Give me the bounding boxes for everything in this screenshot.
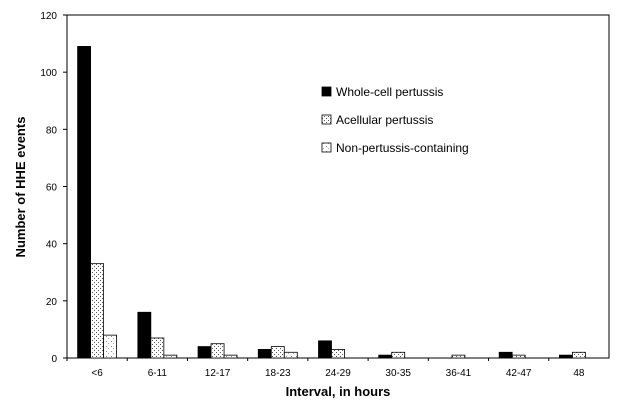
bar-fine-dots-8: [571, 351, 586, 359]
bar-fine-dots-3: [270, 346, 285, 359]
y-tick-label: 20: [46, 297, 58, 308]
x-tick-label: 24-29: [325, 368, 351, 379]
x-tick-label: 48: [573, 368, 585, 379]
x-tick-label: 18-23: [265, 368, 291, 379]
legend-label: Acellular pertussis: [336, 113, 433, 127]
x-axis: <6 6-11 12-17 18-23 24-29 30-35 36-41 42-47 48: [66, 358, 585, 379]
y-tick-label: 80: [46, 125, 58, 136]
bar-solid-black-4: [318, 340, 332, 359]
y-tick-label: 0: [51, 354, 57, 365]
bar-solid-black-1: [137, 311, 152, 359]
x-tick-label: 12-17: [205, 368, 231, 379]
bar-fine-dots-6: [451, 354, 466, 359]
y-tick-label: 60: [46, 183, 58, 194]
y-axis-title: Number of HHE events: [13, 117, 28, 258]
bar-solid-black-0: [77, 46, 92, 359]
bar-solid-black-2: [197, 346, 212, 359]
bar-fine-dots-0: [90, 263, 105, 359]
bar-solid-black-7: [498, 351, 513, 359]
y-tick-label: 40: [46, 240, 58, 251]
bar-series: [77, 46, 586, 359]
bar-solid-black-8: [558, 354, 573, 359]
bar-fine-dots-4: [331, 349, 345, 359]
y-axis: 0 20 40 60 80 100 120: [40, 11, 67, 365]
bar-light-dots-1: [163, 354, 178, 359]
y-tick-label: 120: [40, 11, 57, 22]
bar-light-dots-2: [223, 354, 238, 359]
x-tick-label: 6-11: [148, 368, 168, 379]
plot-area-frame: [66, 14, 610, 359]
bar-light-dots-3: [283, 351, 298, 359]
legend-swatch: [321, 142, 332, 153]
x-tick-label: <6: [91, 368, 103, 379]
y-tick-label: 100: [40, 68, 57, 79]
x-tick-label: 30-35: [385, 368, 411, 379]
bar-fine-dots-7: [511, 354, 526, 359]
bar-fine-dots-1: [150, 337, 165, 359]
x-tick-label: 42-47: [506, 368, 532, 379]
bar-light-dots-0: [103, 334, 118, 359]
bar-fine-dots-2: [210, 343, 225, 359]
legend-label: Whole-cell pertussis: [336, 85, 443, 99]
legend-label: Non-pertussis-containing: [336, 141, 469, 155]
legend-swatch: [321, 114, 332, 125]
bar-fine-dots-5: [391, 351, 406, 359]
legend-swatch: [321, 86, 332, 97]
bar-solid-black-5: [378, 354, 393, 359]
legend: Whole-cell pertussis Acellular pertussis N…: [321, 85, 469, 155]
x-axis-title: Interval, in hours: [286, 384, 391, 399]
bar-solid-black-3: [257, 349, 272, 359]
x-tick-label: 36-41: [446, 368, 472, 379]
